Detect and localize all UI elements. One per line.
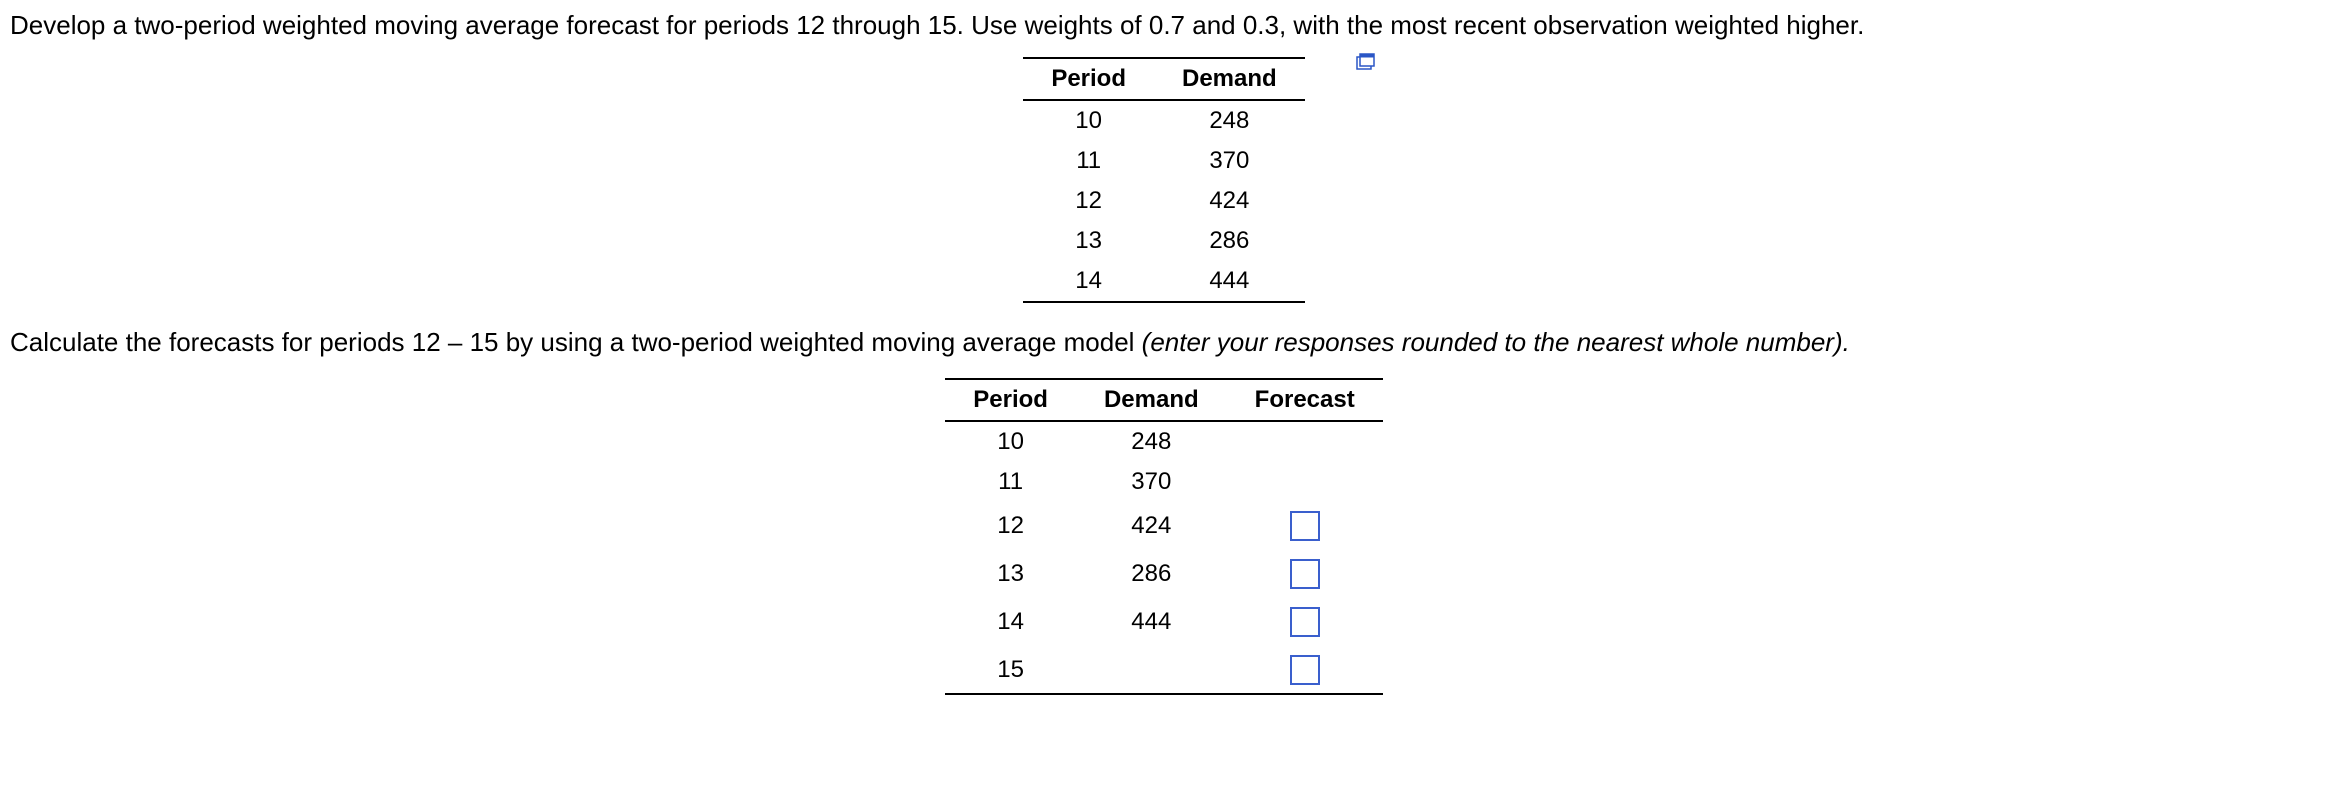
table-header-row: Period Demand bbox=[1023, 58, 1304, 100]
demand-cell: 248 bbox=[1076, 421, 1227, 462]
table-row: 14 444 bbox=[1023, 261, 1304, 302]
prompt-plain: Calculate the forecasts for periods 12 –… bbox=[10, 327, 1142, 357]
forecast-cell bbox=[1227, 646, 1383, 694]
demand-cell: 286 bbox=[1076, 550, 1227, 598]
demand-cell: 424 bbox=[1076, 502, 1227, 550]
prompt-italic: (enter your responses rounded to the nea… bbox=[1142, 327, 1850, 357]
period-cell: 11 bbox=[945, 462, 1076, 502]
table-row: 13 286 bbox=[1023, 221, 1304, 261]
given-data-table-wrap: Period Demand 10 248 11 370 12 424 bbox=[10, 57, 2318, 303]
period-cell: 12 bbox=[945, 502, 1076, 550]
popup-data-icon[interactable] bbox=[1354, 53, 1376, 71]
period-cell: 10 bbox=[1023, 100, 1154, 141]
forecast-cell bbox=[1227, 462, 1383, 502]
demand-cell: 286 bbox=[1154, 221, 1305, 261]
period-cell: 15 bbox=[945, 646, 1076, 694]
question-text: Develop a two-period weighted moving ave… bbox=[10, 8, 2318, 43]
col-demand-header: Demand bbox=[1076, 379, 1227, 421]
period-cell: 14 bbox=[1023, 261, 1154, 302]
forecast-input-period-14[interactable] bbox=[1290, 607, 1320, 637]
table-row: 10 248 bbox=[1023, 100, 1304, 141]
demand-cell: 370 bbox=[1076, 462, 1227, 502]
demand-cell bbox=[1076, 646, 1227, 694]
col-forecast-header: Forecast bbox=[1227, 379, 1383, 421]
demand-cell: 444 bbox=[1076, 598, 1227, 646]
col-period-header: Period bbox=[1023, 58, 1154, 100]
demand-cell: 370 bbox=[1154, 141, 1305, 181]
table-row: 11 370 bbox=[945, 462, 1382, 502]
period-cell: 10 bbox=[945, 421, 1076, 462]
forecast-cell bbox=[1227, 421, 1383, 462]
question-text-content: Develop a two-period weighted moving ave… bbox=[10, 10, 1864, 40]
period-cell: 14 bbox=[945, 598, 1076, 646]
period-cell: 12 bbox=[1023, 181, 1154, 221]
answer-table-wrap: Period Demand Forecast 10 248 11 370 12 bbox=[10, 378, 2318, 695]
forecast-cell bbox=[1227, 550, 1383, 598]
forecast-input-period-12[interactable] bbox=[1290, 511, 1320, 541]
table-row: 12 424 bbox=[945, 502, 1382, 550]
demand-cell: 444 bbox=[1154, 261, 1305, 302]
calculation-prompt: Calculate the forecasts for periods 12 –… bbox=[10, 325, 2318, 360]
table-row: 10 248 bbox=[945, 421, 1382, 462]
given-data-table: Period Demand 10 248 11 370 12 424 bbox=[1023, 57, 1304, 303]
demand-cell: 248 bbox=[1154, 100, 1305, 141]
question-page: Develop a two-period weighted moving ave… bbox=[0, 0, 2328, 715]
demand-cell: 424 bbox=[1154, 181, 1305, 221]
forecast-input-period-13[interactable] bbox=[1290, 559, 1320, 589]
col-period-header: Period bbox=[945, 379, 1076, 421]
table-row: 14 444 bbox=[945, 598, 1382, 646]
table-header-row: Period Demand Forecast bbox=[945, 379, 1382, 421]
period-cell: 11 bbox=[1023, 141, 1154, 181]
period-cell: 13 bbox=[945, 550, 1076, 598]
col-demand-header: Demand bbox=[1154, 58, 1305, 100]
answer-table: Period Demand Forecast 10 248 11 370 12 bbox=[945, 378, 1382, 695]
forecast-input-period-15[interactable] bbox=[1290, 655, 1320, 685]
forecast-cell bbox=[1227, 598, 1383, 646]
table-row: 13 286 bbox=[945, 550, 1382, 598]
table-row: 12 424 bbox=[1023, 181, 1304, 221]
forecast-cell bbox=[1227, 502, 1383, 550]
period-cell: 13 bbox=[1023, 221, 1154, 261]
table-row: 15 bbox=[945, 646, 1382, 694]
table-row: 11 370 bbox=[1023, 141, 1304, 181]
